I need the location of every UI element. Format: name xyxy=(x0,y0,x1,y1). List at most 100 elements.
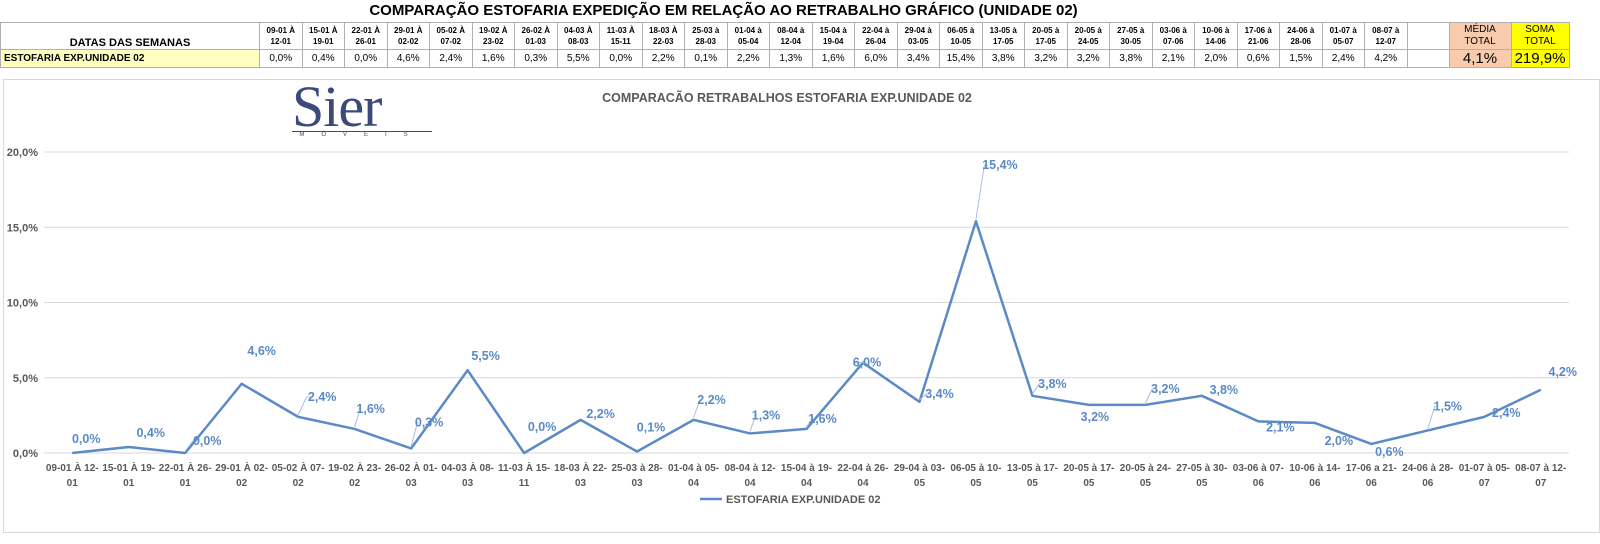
chart-area xyxy=(3,79,1600,533)
week-start: 15-04 à xyxy=(819,26,847,35)
week-start: 03-06 à xyxy=(1159,26,1187,35)
data-label: 0,0% xyxy=(193,434,222,448)
value-cell: 0,0% xyxy=(599,49,643,68)
week-end: 24-05 xyxy=(1078,37,1099,46)
value-cell: 0,4% xyxy=(301,49,345,68)
x-tick-label-line2: 06 xyxy=(1253,478,1265,489)
week-start: 08-07 à xyxy=(1372,26,1400,35)
x-tick-label: 10-06 à 14- xyxy=(1289,463,1340,474)
x-tick-label-line2: 11 xyxy=(519,478,530,489)
x-tick-label-line2: 06 xyxy=(1366,478,1378,489)
x-tick-label: 20-05 à 17- xyxy=(1063,463,1114,474)
week-end: 02-02 xyxy=(398,37,419,46)
week-header-cell: 20-05 à 24-05 xyxy=(1066,22,1110,50)
value-cell: 1,6% xyxy=(811,49,855,68)
x-tick-label-line2: 04 xyxy=(857,478,869,489)
value-cell: 3,8% xyxy=(1109,49,1153,68)
week-header-cell: 29-01 À 02-02 xyxy=(386,22,430,50)
week-start: 20-05 à xyxy=(1032,26,1060,35)
x-tick-label: 27-05 à 30- xyxy=(1176,463,1227,474)
x-tick-label-line2: 05 xyxy=(1083,478,1095,489)
data-label: 3,8% xyxy=(1210,383,1239,397)
x-tick-label: 04-03 À 08- xyxy=(441,461,494,474)
x-tick-label: 06-05 à 10- xyxy=(950,463,1001,474)
week-header-cell: 01-07 à 05-07 xyxy=(1321,22,1365,50)
week-end: 10-05 xyxy=(950,37,971,46)
week-start: 06-05 à xyxy=(947,26,975,35)
x-tick-label: 05-02 À 07- xyxy=(272,461,325,474)
week-end: 12-07 xyxy=(1375,37,1396,46)
week-end: 30-05 xyxy=(1120,37,1141,46)
logo-wordmark: Sier xyxy=(292,74,382,139)
x-tick-label: 13-05 à 17- xyxy=(1007,463,1058,474)
x-tick-label-line2: 07 xyxy=(1479,478,1491,489)
data-label: 2,4% xyxy=(308,390,337,404)
data-label: 0,6% xyxy=(1375,445,1404,459)
y-tick-label: 10,0% xyxy=(7,298,38,310)
data-label-leader xyxy=(410,421,419,447)
data-label-leader xyxy=(1427,405,1436,429)
week-start: 22-01 À xyxy=(351,26,380,35)
value-cell: 1,3% xyxy=(769,49,813,68)
week-end: 07-02 xyxy=(440,37,461,46)
week-start: 08-04 à xyxy=(777,26,805,35)
x-tick-label: 25-03 à 28- xyxy=(611,463,662,474)
week-end: 17-05 xyxy=(993,37,1014,46)
week-start: 17-06 à xyxy=(1244,26,1272,35)
row-label: ESTOFARIA EXP.UNIDADE 02 xyxy=(0,49,260,68)
data-label: 2,2% xyxy=(697,393,726,407)
week-start: 26-02 À xyxy=(521,26,550,35)
x-tick-label-line2: 01 xyxy=(180,478,192,489)
value-cell: 0,3% xyxy=(514,49,558,68)
y-tick-label: 5,0% xyxy=(13,373,38,385)
x-tick-label: 01-07 à 05- xyxy=(1459,463,1510,474)
data-label: 15,4% xyxy=(982,158,1017,172)
week-end: 14-06 xyxy=(1205,37,1226,46)
value-cell: 1,6% xyxy=(471,49,515,68)
week-start: 05-02 À xyxy=(436,26,465,35)
week-start: 13-05 à xyxy=(989,26,1017,35)
value-cell: 0,0% xyxy=(344,49,388,68)
value-cell: 0,1% xyxy=(684,49,728,68)
table-row: ESTOFARIA EXP.UNIDADE 02 0,0% 0,4% 0,0% 4,6%… xyxy=(0,49,1570,68)
data-label-leader xyxy=(184,440,196,452)
x-tick-label-line2: 01 xyxy=(123,478,135,489)
week-header-cell: 15-04 à 19-04 xyxy=(811,22,855,50)
week-header-cell: 20-05 à 17-05 xyxy=(1024,22,1068,50)
week-start: 19-02 À xyxy=(479,26,508,35)
week-header-cell: 10-06 à 14-06 xyxy=(1194,22,1238,50)
data-label: 3,8% xyxy=(1038,377,1067,391)
value-cell: 3,8% xyxy=(981,49,1025,68)
soma-total-value: 219,9% xyxy=(1510,49,1570,68)
x-tick-label-line2: 02 xyxy=(293,478,305,489)
week-start: 29-01 À xyxy=(394,26,423,35)
data-label-leader xyxy=(693,399,701,419)
week-end: 17-05 xyxy=(1035,37,1056,46)
x-tick-label-line2: 05 xyxy=(914,478,926,489)
page-title: COMPARAÇÃO ESTOFARIA EXPEDIÇÃO EM RELAÇÃ… xyxy=(369,2,1078,19)
x-tick-label-line2: 04 xyxy=(688,478,700,489)
data-label: 3,4% xyxy=(925,387,954,401)
data-label-leader xyxy=(975,164,988,220)
x-tick-label-line2: 05 xyxy=(1027,478,1039,489)
x-tick-label: 17-06 a 21- xyxy=(1346,463,1397,474)
data-label-leader xyxy=(854,360,866,364)
data-label: 4,6% xyxy=(247,344,276,358)
x-tick-label: 11-03 À 15- xyxy=(498,461,550,474)
data-label: 2,0% xyxy=(1325,434,1354,448)
week-header-cell: 17-06 à 21-06 xyxy=(1236,22,1280,50)
x-tick-label-line2: 04 xyxy=(744,478,756,489)
data-label-leader xyxy=(749,414,757,432)
x-tick-label-line2: 03 xyxy=(406,478,418,489)
data-label: 0,1% xyxy=(637,420,666,434)
x-tick-label-line2: 07 xyxy=(1535,478,1547,489)
value-cell: 3,4% xyxy=(896,49,940,68)
week-start: 04-03 À xyxy=(564,26,593,35)
week-end: 23-02 xyxy=(483,37,504,46)
data-label: 5,5% xyxy=(471,349,500,363)
week-end: 22-03 xyxy=(653,37,674,46)
value-cell: 2,1% xyxy=(1151,49,1195,68)
data-label: 1,5% xyxy=(1434,399,1463,413)
x-tick-label-line2: 05 xyxy=(970,478,982,489)
week-start: 18-03 À xyxy=(649,26,678,35)
